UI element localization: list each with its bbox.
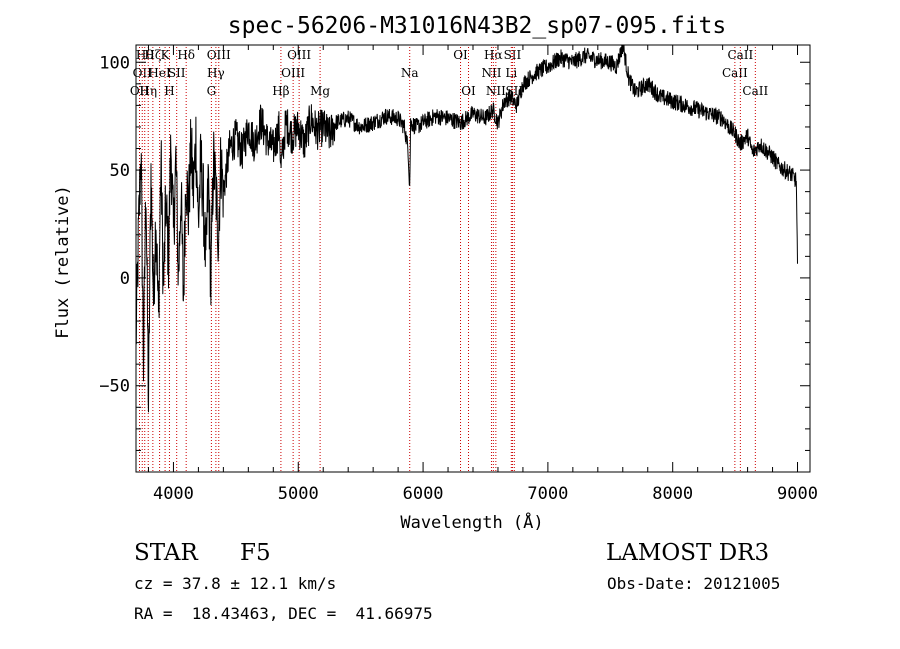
plot-frame	[135, 44, 811, 473]
object-class: STAR	[134, 540, 198, 566]
spectrum-series-line	[135, 44, 798, 413]
line-marker-label: NII	[486, 84, 506, 98]
x-tick-label: 9000	[777, 484, 818, 504]
x-tick-label: 5000	[278, 484, 319, 504]
x-tick-label: 6000	[403, 484, 444, 504]
line-marker-label: Hγ	[207, 66, 225, 80]
line-marker-label: Na	[401, 66, 419, 80]
line-marker-label: Li	[505, 66, 517, 80]
line-marker-label: OIII	[281, 66, 305, 80]
line-marker-label: SII	[504, 48, 522, 62]
obs-date: Obs-Date: 20121005	[607, 574, 781, 593]
y-axis-label: Flux (relative)	[53, 185, 73, 339]
line-marker-label: Hζ	[144, 48, 161, 62]
redshift-info: cz = 37.8 ± 12.1 km/s	[134, 574, 337, 593]
emission-line-markers: OII OII Hθ Hη Hζ HeI K H SII Hδ G Hγ OIII Hβ OIII OIII M…	[130, 47, 768, 472]
line-marker-label: Hδ	[177, 48, 195, 62]
object-subclass: F5	[240, 540, 271, 566]
y-tick-label: 0	[120, 269, 130, 289]
line-marker-label: H	[164, 84, 174, 98]
x-axis: 4000 5000 6000 7000 8000 9000	[147, 45, 818, 504]
line-marker-label: Hα	[484, 48, 503, 62]
line-marker-label: Mg	[310, 84, 330, 98]
x-axis-label: Wavelength (Å)	[400, 511, 543, 533]
x-tick-label: 4000	[153, 484, 194, 504]
line-marker-label: OII	[133, 66, 153, 80]
line-marker-label: OIII	[287, 48, 311, 62]
coordinates: RA = 18.43463, DEC = 41.66975	[134, 604, 433, 623]
line-marker-label: OI	[461, 84, 476, 98]
spectrum-chart: spec-56206-M31016N43B2_sp07-095.fits OII…	[53, 13, 818, 533]
line-marker-label: Hη	[139, 84, 157, 98]
x-tick-label: 8000	[652, 484, 693, 504]
line-marker-label: NII	[481, 66, 501, 80]
line-marker-label: OI	[453, 48, 468, 62]
y-tick-label: 50	[110, 161, 130, 181]
line-marker-label: K	[161, 48, 171, 62]
line-marker-label: OII	[130, 84, 150, 98]
y-tick-label: −50	[99, 377, 130, 397]
x-tick-label: 7000	[527, 484, 568, 504]
y-axis: −50 0 50 100	[99, 53, 810, 451]
y-tick-label: 100	[99, 53, 130, 73]
line-marker-label: HeI	[148, 66, 171, 80]
line-marker-label: SII	[168, 66, 186, 80]
line-marker-label: CaII	[742, 84, 768, 98]
line-marker-label: CaII	[722, 66, 748, 80]
line-marker-label: OIII	[207, 48, 231, 62]
chart-title: spec-56206-M31016N43B2_sp07-095.fits	[228, 13, 727, 39]
line-marker-label: CaII	[727, 48, 753, 62]
survey-name: LAMOST DR3	[606, 540, 770, 566]
line-marker-label: G	[207, 84, 217, 98]
line-marker-label: Hβ	[272, 84, 289, 98]
line-marker-label: Hθ	[136, 48, 154, 62]
